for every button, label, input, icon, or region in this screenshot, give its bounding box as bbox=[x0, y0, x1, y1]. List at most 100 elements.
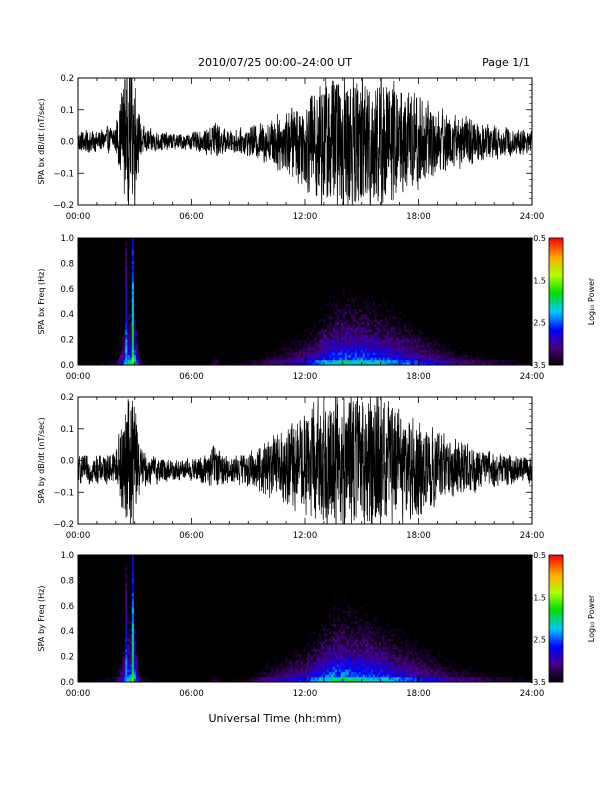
spectrogram-cell bbox=[382, 631, 385, 635]
spectrogram-spike bbox=[125, 281, 128, 285]
spectrogram-cell bbox=[123, 344, 127, 348]
spectrogram-cell bbox=[382, 659, 385, 662]
spectrogram-cell bbox=[388, 352, 391, 356]
spectrogram-cell bbox=[217, 359, 220, 363]
spectrogram-cell bbox=[344, 347, 348, 351]
spectrogram-cell bbox=[303, 347, 306, 351]
spectrogram-cell bbox=[418, 339, 421, 343]
colorbar-segment bbox=[549, 643, 563, 647]
spectrogram-cell bbox=[328, 671, 332, 675]
spectrogram-cell bbox=[314, 357, 318, 361]
spectrogram-cell bbox=[430, 676, 433, 680]
spectrogram-cell bbox=[133, 344, 137, 348]
spectrogram-cell bbox=[408, 357, 411, 361]
spectrogram-cell bbox=[354, 342, 358, 345]
spectrogram-cell bbox=[332, 349, 336, 353]
spectrogram-cell bbox=[370, 306, 373, 310]
spectrogram-cell bbox=[320, 306, 324, 310]
spectrogram-cell bbox=[338, 669, 342, 673]
spectrogram-cell bbox=[344, 676, 348, 680]
spectrogram-cell bbox=[392, 669, 395, 673]
spectrogram-cell bbox=[390, 674, 393, 678]
spectrogram-cell bbox=[364, 357, 368, 361]
spectrogram-cell bbox=[324, 643, 328, 647]
spectrogram-spike bbox=[125, 641, 128, 645]
spectrogram-cell bbox=[408, 666, 411, 670]
spectrogram-cell bbox=[496, 679, 499, 682]
spectrogram-cell bbox=[121, 337, 125, 340]
spectrogram-cell bbox=[368, 339, 372, 343]
spectrogram-cell bbox=[320, 329, 324, 333]
spectrogram-cell bbox=[129, 288, 133, 292]
spectrogram-cell bbox=[279, 362, 282, 365]
spectrogram-cell bbox=[213, 359, 216, 363]
spectrogram-cell bbox=[428, 344, 431, 348]
spectrogram-cell bbox=[464, 669, 467, 673]
spectrogram-cell bbox=[360, 633, 364, 637]
spectrogram-cell bbox=[346, 344, 350, 348]
spectrogram-cell bbox=[362, 646, 366, 650]
spectrogram-cell bbox=[464, 679, 467, 682]
spectrogram-cell bbox=[406, 648, 409, 652]
x-tick-label: 24:00 bbox=[520, 531, 545, 541]
spectrogram-cell bbox=[322, 628, 326, 632]
spectrogram-spike bbox=[131, 562, 134, 566]
spectrogram-cell bbox=[334, 621, 338, 624]
spectrogram-cell bbox=[366, 669, 370, 673]
spectrogram-cell bbox=[275, 674, 278, 678]
spectrogram-cell bbox=[360, 357, 364, 361]
spectrogram-cell bbox=[450, 671, 453, 675]
spectrogram-cell bbox=[356, 643, 360, 647]
spectrogram-cell bbox=[498, 676, 501, 680]
spectrogram-spike bbox=[125, 631, 128, 635]
spectrogram-cell bbox=[145, 362, 148, 365]
spectrogram-cell bbox=[352, 324, 356, 328]
spectrogram-cell bbox=[424, 352, 427, 356]
colorbar-tick-label: -2.5 bbox=[530, 636, 546, 645]
spectrogram-cell bbox=[364, 664, 368, 668]
x-tick-label: 18:00 bbox=[406, 212, 431, 222]
spectrogram-cell bbox=[374, 331, 377, 335]
spectrogram-cell bbox=[418, 664, 421, 668]
spectrogram-cell bbox=[303, 354, 306, 358]
spectrogram-cell bbox=[370, 321, 373, 325]
spectrogram-cell bbox=[350, 674, 354, 678]
spectrogram-cell bbox=[360, 337, 364, 340]
spectrogram-cell bbox=[352, 656, 356, 660]
spectrogram-cell bbox=[372, 669, 375, 673]
spectrogram-cell bbox=[275, 669, 278, 673]
spectrogram-cell bbox=[366, 304, 370, 307]
spectrogram-spike bbox=[125, 674, 128, 678]
spectrogram-cell bbox=[360, 646, 364, 650]
spectrogram-cell bbox=[328, 347, 332, 351]
spectrogram-cell bbox=[462, 362, 465, 365]
spectrogram-cell bbox=[452, 349, 455, 353]
colorbar-segment bbox=[549, 350, 563, 353]
spectrogram-cell bbox=[328, 319, 332, 323]
spectrogram-cell bbox=[376, 342, 379, 345]
spectrogram-cell bbox=[466, 362, 469, 365]
spectrogram-cell bbox=[380, 651, 383, 655]
spectrogram-cell bbox=[360, 349, 364, 353]
spectrogram-cell bbox=[342, 306, 346, 310]
spectrogram-cell bbox=[368, 623, 372, 627]
spectrogram-cell bbox=[123, 329, 127, 333]
spectrogram-cell bbox=[386, 659, 389, 662]
spectrogram-cell bbox=[279, 357, 282, 361]
spectrogram-cell bbox=[388, 648, 391, 652]
spectrogram-cell bbox=[340, 329, 344, 333]
spectrogram-cell bbox=[518, 679, 521, 682]
spectrogram-cell bbox=[121, 354, 125, 358]
spectrogram-cell bbox=[386, 359, 389, 363]
spectrogram-cell bbox=[328, 615, 332, 619]
spectrogram-cell bbox=[438, 664, 441, 668]
spectrogram-cell bbox=[370, 669, 373, 673]
spectrogram-cell bbox=[416, 661, 419, 665]
spectrogram-cell bbox=[438, 669, 441, 673]
spectrogram-cell bbox=[436, 357, 439, 361]
spectrogram-cell bbox=[340, 304, 344, 307]
spectrogram-cell bbox=[416, 659, 419, 662]
spectrogram-cell bbox=[496, 359, 499, 363]
spectrogram-cell bbox=[281, 347, 284, 351]
spectrogram-cell bbox=[328, 661, 332, 665]
